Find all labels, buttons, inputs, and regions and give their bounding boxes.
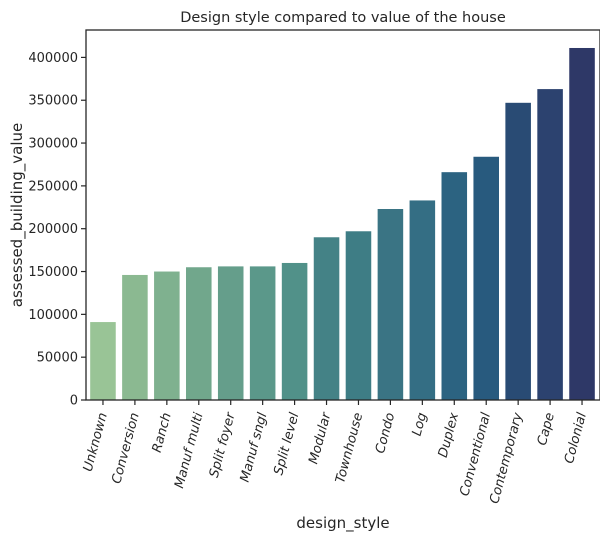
x-tick-label: Conventional (457, 411, 494, 498)
x-tick-label: Manuf multi (172, 411, 207, 490)
x-tick-label: Cape (535, 411, 558, 447)
x-axis-label: design_style (296, 514, 389, 533)
bar-manuf-sngl (249, 266, 276, 400)
x-tick-label: Split foyer (207, 410, 239, 480)
bar-contemporary (505, 102, 531, 400)
bar-conversion (122, 274, 148, 400)
y-tick-label: 200000 (28, 222, 78, 237)
x-tick-label: Modular (306, 410, 335, 466)
y-tick-label: 250000 (28, 179, 78, 194)
bar-conventional (473, 156, 499, 400)
bars-group (90, 47, 595, 400)
bar-modular (313, 237, 340, 400)
bar-colonial (569, 47, 595, 400)
y-tick-label: 300000 (28, 137, 78, 152)
bar-duplex (441, 172, 468, 400)
x-tick-label: Duplex (436, 411, 462, 459)
bar-split-level (281, 262, 308, 400)
bar-townhouse (345, 231, 372, 400)
bar-unknown (90, 322, 116, 400)
bar-split-foyer (217, 266, 244, 400)
x-tick-label: Contemporary (487, 411, 526, 506)
bar-manuf-multi (186, 267, 212, 400)
y-axis-label: assessed_building_value (8, 123, 27, 307)
y-tick-label: 100000 (28, 308, 78, 323)
y-tick-label: 150000 (28, 265, 78, 280)
x-tick-label: Conversion (109, 411, 142, 485)
bar-ranch (154, 271, 180, 400)
bar-condo (377, 209, 404, 400)
x-tick-label: Condo (373, 411, 398, 455)
y-axis-ticks: 0 50000 100000 150000 200000 250000 300000 3500… (28, 51, 86, 409)
x-tick-label: Split level (271, 411, 302, 477)
y-tick-label: 350000 (28, 94, 78, 109)
bar-cape (537, 89, 563, 400)
x-tick-label: Colonial (562, 411, 590, 466)
y-tick-label: 400000 (28, 51, 78, 66)
plot-frame (85, 29, 600, 401)
x-tick-label: Manuf sngl (238, 411, 271, 484)
x-tick-label: Townhouse (333, 411, 366, 485)
y-tick-label: 0 (70, 394, 78, 409)
chart-title: Design style compared to value of the ho… (180, 10, 506, 26)
y-tick-label: 50000 (37, 351, 78, 366)
x-tick-label: Log (410, 411, 431, 438)
x-tick-label: Ranch (150, 411, 175, 454)
bar-log (409, 200, 436, 400)
x-tick-label: Unknown (81, 411, 111, 473)
